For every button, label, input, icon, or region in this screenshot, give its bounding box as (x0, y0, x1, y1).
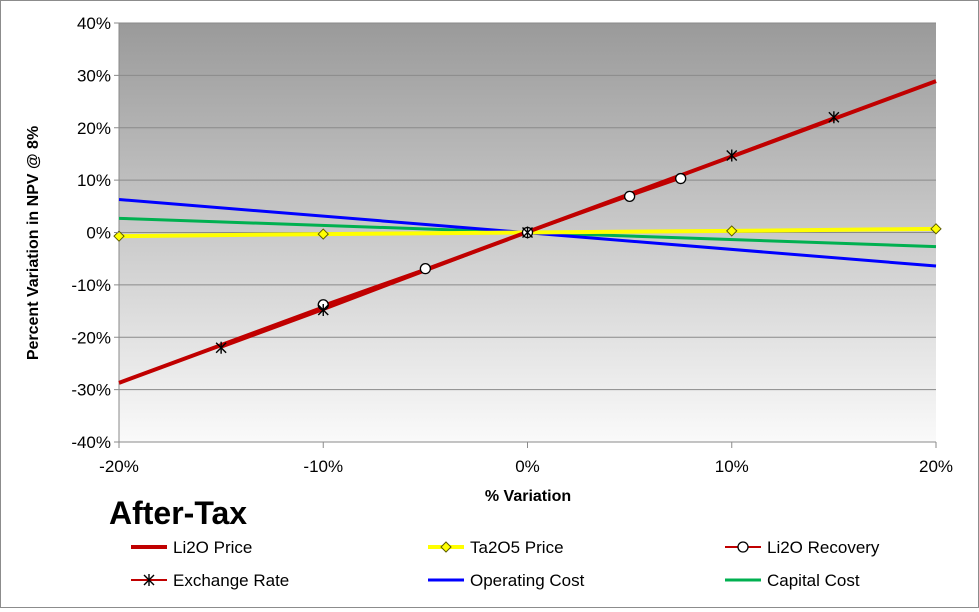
legend-item-li2o-price: Li2O Price (131, 538, 252, 557)
point-exchange-rate (215, 341, 227, 354)
x-tick-label: -10% (303, 457, 343, 476)
legend-label: Exchange Rate (173, 571, 289, 590)
point-ta2o5-price (113, 230, 125, 242)
y-tick-label: -40% (71, 433, 111, 452)
point-exchange-rate (726, 149, 738, 162)
point-ta2o5-price (726, 225, 738, 237)
legend-label: Capital Cost (767, 571, 860, 590)
legend-marker (737, 541, 749, 553)
legend-item-ta2o5-price: Ta2O5 Price (428, 538, 564, 557)
chart-title: After-Tax (109, 495, 247, 531)
y-tick-label: 0% (86, 224, 111, 243)
y-tick-label: 20% (77, 119, 111, 138)
legend-marker (440, 541, 452, 553)
x-tick-label: 0% (515, 457, 540, 476)
legend-item-operating-cost: Operating Cost (428, 571, 585, 590)
point-exchange-rate (317, 304, 329, 317)
legend-item-exchange-rate: Exchange Rate (131, 571, 289, 590)
x-tick-label: 10% (715, 457, 749, 476)
y-tick-label: 40% (77, 14, 111, 33)
x-tick-label: 20% (919, 457, 953, 476)
y-tick-label: 10% (77, 171, 111, 190)
point-ta2o5-price (930, 223, 942, 235)
legend-label: Li2O Recovery (767, 538, 880, 557)
y-tick-label: 30% (77, 66, 111, 85)
point-li2o-recovery (623, 190, 636, 203)
point-li2o-recovery (675, 172, 687, 185)
point-li2o-recovery (419, 262, 432, 275)
y-tick-label: -30% (71, 381, 111, 400)
point-exchange-rate (522, 226, 533, 239)
legend-marker (143, 574, 155, 586)
y-tick-label: -10% (71, 276, 111, 295)
y-axis-title: Percent Variation in NPV @ 8% (25, 126, 42, 360)
point-ta2o5-price (317, 228, 329, 240)
x-tick-label: -20% (99, 457, 139, 476)
legend-label: Ta2O5 Price (470, 538, 564, 557)
legend-label: Li2O Price (173, 538, 252, 557)
point-exchange-rate (828, 111, 840, 124)
y-tick-label: -20% (71, 328, 111, 347)
legend-label: Operating Cost (470, 571, 585, 590)
legend: Li2O Price Ta2O5 Price Li2O Recovery Exchan… (131, 538, 880, 590)
x-axis-title: % Variation (485, 488, 571, 505)
legend-item-li2o-recovery: Li2O Recovery (725, 538, 880, 557)
legend-item-capital-cost: Capital Cost (725, 571, 860, 590)
